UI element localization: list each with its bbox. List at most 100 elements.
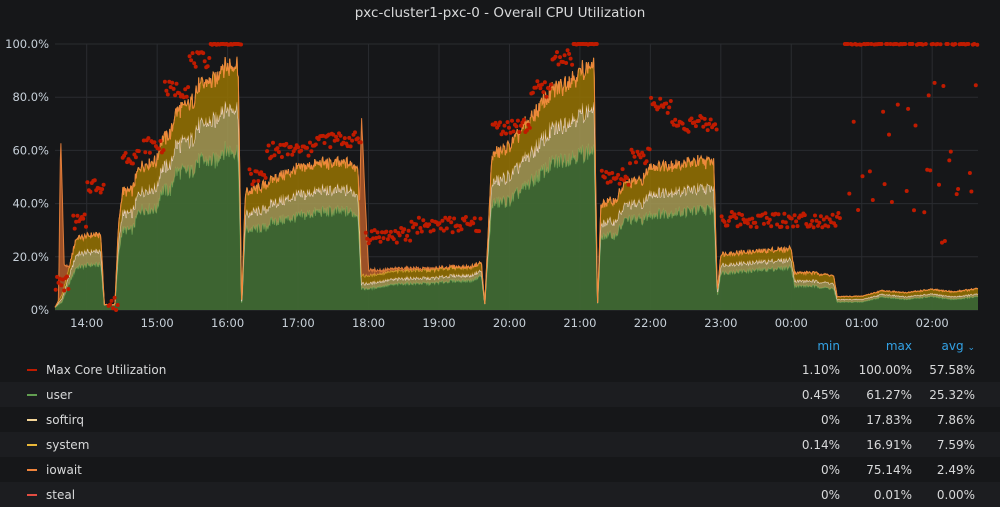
legend-swatch [27,469,37,471]
max-core-point [568,56,573,61]
max-core-point [696,118,701,123]
max-core-point [409,219,414,224]
max-core-point [785,225,790,230]
legend-series-name[interactable]: steal [46,488,76,502]
max-core-point [931,42,936,46]
max-core-point [920,42,925,47]
legend-item-user[interactable]: user 0.45% 61.27% 25.32% [0,382,1000,407]
max-core-point [84,224,88,229]
max-core-point [92,178,97,183]
max-core-point [814,218,819,223]
max-core-point [564,61,569,65]
max-core-point [438,226,443,231]
max-core-point [419,229,424,234]
max-core-point [541,90,546,95]
max-core-point [866,42,871,46]
max-core-point [171,86,176,91]
max-core-point [632,154,637,159]
max-core-point [616,172,621,177]
max-core-point [447,215,452,220]
max-core-point [656,105,661,110]
max-core-point [704,122,709,127]
legend-series-name[interactable]: softirq [46,413,84,427]
legend-item-steal[interactable]: steal 0% 0.01% 0.00% [0,482,1000,507]
max-core-point [766,220,771,225]
max-core-point [306,153,311,158]
max-core-point [535,79,540,84]
max-core-point [284,141,289,146]
legend-min-header[interactable]: min [817,339,840,353]
max-core-point [969,189,974,194]
max-core-point [502,123,507,128]
max-core-point [394,240,399,245]
max-core-point [850,42,855,47]
max-core-point [290,152,295,157]
x-tick-label: 18:00 [352,316,385,330]
legend-series-name[interactable]: system [46,438,90,452]
max-core-point [549,82,553,87]
max-core-point [316,137,321,142]
max-core-point [296,145,301,150]
max-core-point [926,93,931,98]
max-core-point [328,145,333,150]
legend-item-iowait[interactable]: iowait 0% 75.14% 2.49% [0,457,1000,482]
max-core-point [141,138,146,143]
max-core-point [851,119,856,124]
max-core-point [363,230,368,235]
max-core-point [65,274,69,279]
max-core-point [689,116,694,121]
legend-item-max-core-utilization[interactable]: Max Core Utilization 1.10% 100.00% 57.58% [0,357,1000,382]
max-core-point [754,225,759,230]
max-core-point [556,62,561,67]
max-core-point [913,123,918,128]
max-core-point [769,224,774,229]
x-tick-label: 19:00 [422,316,455,330]
max-core-point [399,226,404,230]
legend-max-value: 61.27% [866,388,912,402]
max-core-point [604,170,609,174]
max-core-point [830,212,835,217]
legend-series-name[interactable]: iowait [46,463,82,477]
max-core-point [335,137,340,142]
legend-item-softirq[interactable]: softirq 0% 17.83% 7.86% [0,407,1000,432]
series-area-user [55,141,978,310]
legend-avg-value: 0.00% [936,488,975,502]
legend-max-header[interactable]: max [885,339,912,353]
max-core-point [536,83,541,88]
max-core-point [250,182,255,187]
legend-max-value: 17.83% [866,413,912,427]
max-core-point [507,125,511,130]
legend-series-name[interactable]: user [46,388,73,402]
max-core-point [870,198,875,202]
max-core-point [452,216,457,221]
max-core-point [923,42,928,46]
max-core-point [514,124,519,129]
max-core-point [456,228,461,233]
legend-swatch [27,494,37,496]
max-core-point [740,213,744,217]
max-core-point [530,90,535,95]
max-core-point [162,79,167,84]
max-core-point [85,180,90,185]
max-core-point [477,229,482,234]
legend-item-system[interactable]: system 0.14% 16.91% 7.59% [0,432,1000,457]
max-core-point [254,169,259,174]
legend-series-name[interactable]: Max Core Utilization [46,363,167,377]
max-core-point [625,176,629,180]
max-core-point [767,217,772,222]
max-core-point [553,54,558,59]
max-core-point [818,214,823,219]
max-core-point [942,239,947,243]
max-core-point [845,42,850,46]
max-core-point [440,218,445,223]
y-tick-label: 20.0% [12,250,49,264]
max-core-point [647,147,652,152]
legend-avg-header[interactable]: avg ⌄ [941,339,975,353]
x-tick-label: 17:00 [282,316,315,330]
max-core-point [189,58,194,63]
max-core-point [910,42,915,46]
y-tick-label: 60.0% [12,143,49,157]
max-core-point [753,220,758,225]
max-core-point [973,83,978,88]
cpu-utilization-chart[interactable]: 0% 20.0% 40.0% 60.0% 80.0% 100.0% 14:00 15:00 16… [0,30,1000,335]
